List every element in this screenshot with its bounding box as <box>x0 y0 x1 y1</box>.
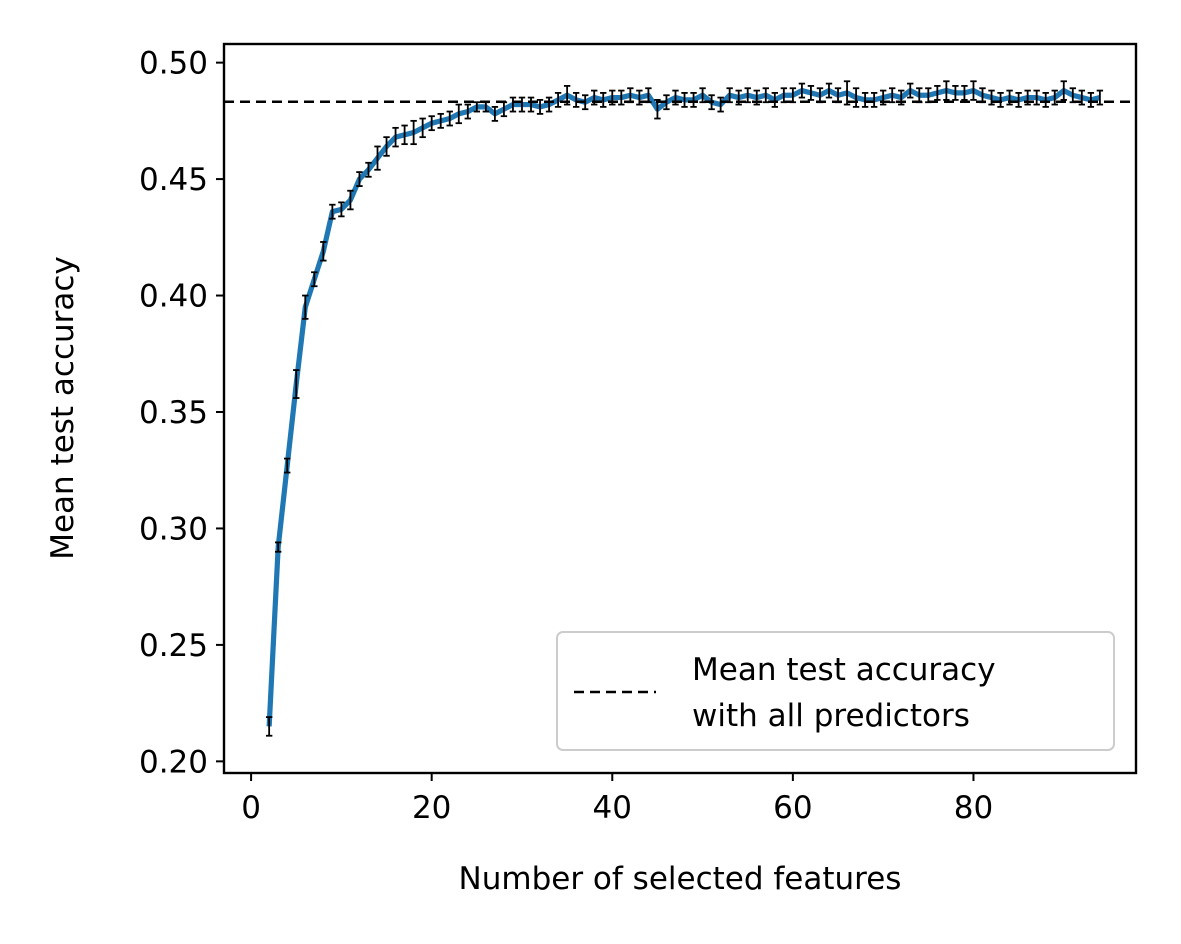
error-bar <box>1033 89 1040 106</box>
error-bar <box>392 126 399 148</box>
error-bar <box>274 541 282 553</box>
error-bar <box>888 87 896 104</box>
y-axis: 0.20 0.25 0.30 0.35 0.40 0.45 0.50 <box>139 46 224 780</box>
x-axis-title: Number of selected features <box>459 861 902 897</box>
x-tick-label: 20 <box>412 790 451 826</box>
legend: Mean test accuracy with all predictors <box>556 631 1115 751</box>
error-bar <box>293 369 300 399</box>
error-bar <box>383 136 390 157</box>
error-bar <box>1087 92 1095 108</box>
error-bar <box>988 89 995 106</box>
error-bar <box>545 96 553 113</box>
error-bar <box>509 96 517 113</box>
y-tick-label: 0.40 <box>139 279 208 315</box>
error-bar <box>329 203 336 220</box>
error-bar <box>401 124 408 146</box>
error-bar <box>717 96 724 113</box>
x-tick-label: 60 <box>773 790 812 826</box>
error-bar <box>861 92 869 108</box>
error-bar <box>798 82 806 99</box>
x-tick-label: 40 <box>593 790 632 826</box>
error-bar <box>410 119 417 146</box>
error-bar <box>464 103 472 120</box>
y-tick-label: 0.35 <box>139 395 208 431</box>
x-tick-label: 80 <box>954 790 993 826</box>
y-axis-title: Mean test accuracy <box>45 256 81 560</box>
error-bar <box>952 85 959 101</box>
error-bar <box>365 161 372 178</box>
y-tick-label: 0.50 <box>139 46 208 82</box>
error-bar <box>518 96 526 113</box>
error-bar <box>771 92 779 108</box>
error-bar <box>536 98 544 115</box>
error-bar <box>970 80 977 101</box>
error-bar <box>1060 80 1067 101</box>
error-bar <box>762 87 769 104</box>
error-bar <box>419 117 426 139</box>
x-axis: 0 20 40 60 80 <box>241 773 993 826</box>
error-bar <box>618 89 625 106</box>
error-bar <box>572 92 580 108</box>
error-bar <box>302 294 309 320</box>
x-tick-label: 0 <box>241 790 261 826</box>
axes-frame <box>222 42 1138 775</box>
error-bar <box>663 94 670 111</box>
error-bar <box>843 80 851 106</box>
error-bar <box>284 457 291 474</box>
legend-label-line-2: with all predictors <box>692 698 970 734</box>
error-bar <box>446 110 453 127</box>
error-bar <box>600 92 607 108</box>
plot-data-layer <box>224 80 1136 737</box>
error-bar <box>554 92 562 108</box>
error-bar <box>852 87 860 108</box>
error-bar <box>907 82 914 99</box>
error-bar <box>681 92 688 108</box>
error-bar <box>338 201 345 218</box>
error-bar <box>356 171 363 187</box>
error-bar <box>527 96 535 113</box>
error-bar <box>825 82 833 99</box>
error-bar <box>455 103 462 125</box>
y-tick-label: 0.30 <box>139 511 208 547</box>
error-bar <box>690 92 697 108</box>
error-bar <box>347 189 354 211</box>
y-tick-label: 0.25 <box>139 628 208 664</box>
error-bar <box>320 241 327 262</box>
error-bar <box>311 271 318 288</box>
error-bar <box>1051 89 1058 106</box>
error-bar <box>265 716 273 737</box>
error-bar <box>961 85 968 101</box>
error-bar <box>428 115 435 132</box>
error-bar <box>473 101 481 113</box>
error-bar <box>870 92 878 108</box>
error-bar <box>636 89 643 106</box>
error-bar <box>491 105 499 122</box>
y-tick-label: 0.20 <box>139 744 208 780</box>
legend-box <box>556 631 1115 751</box>
error-bar <box>1015 92 1022 108</box>
error-bar <box>807 85 815 101</box>
error-bar <box>1042 92 1049 108</box>
error-bar <box>437 112 444 129</box>
error-bar <box>374 145 381 171</box>
error-bar <box>1096 89 1104 106</box>
legend-label-line-1: Mean test accuracy <box>692 652 996 688</box>
y-tick-label: 0.45 <box>139 162 208 198</box>
error-bar <box>934 85 941 101</box>
error-bar <box>943 80 950 101</box>
error-bar <box>997 92 1004 108</box>
